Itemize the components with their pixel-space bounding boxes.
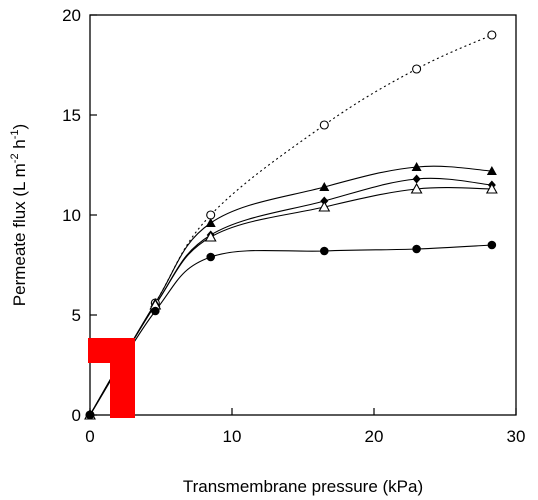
series-line-5 <box>89 244 492 416</box>
y-tick-label: 10 <box>62 206 81 225</box>
series-5-point <box>320 246 329 256</box>
y-axis-title: Permeate flux (L m-2 h-1) <box>9 124 29 306</box>
series-1-point <box>319 120 329 130</box>
series-1-point <box>412 64 422 74</box>
x-tick-label: 20 <box>365 427 384 446</box>
series-1-point <box>206 210 216 220</box>
series-5-point <box>151 306 160 316</box>
series-lines <box>89 34 493 416</box>
series-4-point <box>318 200 331 212</box>
x-axis-title: Transmembrane pressure (kPa) <box>183 477 423 496</box>
series-5-point <box>206 252 215 262</box>
series-4-point <box>485 182 498 194</box>
plot-area-frame <box>89 14 517 416</box>
series-2-point <box>486 166 497 175</box>
y-tick-label: 15 <box>62 106 81 125</box>
series-3-point <box>412 174 421 184</box>
y-tick-label: 5 <box>72 306 81 325</box>
series-1-point <box>487 30 497 40</box>
y-axis-title-superscript: -1 <box>9 129 21 139</box>
series-2-point <box>411 162 422 171</box>
y-tick-label: 20 <box>62 6 81 25</box>
y-tick-label: 0 <box>72 406 81 425</box>
y-axis-title-part: Permeate flux (L m <box>10 163 29 306</box>
axis-ticks <box>89 14 517 416</box>
series-4-point <box>204 230 217 242</box>
x-tick-label: 30 <box>507 427 526 446</box>
series-line-2 <box>89 165 492 416</box>
series-2-point <box>319 182 330 191</box>
red-overlay-shape <box>88 338 135 418</box>
axis-tick-labels: 0 10 20 30 0 5 10 15 20 <box>62 6 525 446</box>
series-4-point <box>410 182 423 194</box>
series-markers <box>84 30 498 420</box>
x-tick-label: 0 <box>85 427 94 446</box>
y-axis-title-part: h <box>10 139 29 153</box>
series-line-4 <box>89 187 492 416</box>
series-5-point <box>487 240 497 250</box>
series-2-point <box>205 218 216 227</box>
y-axis-title-superscript: -2 <box>9 153 21 163</box>
x-tick-label: 10 <box>223 427 242 446</box>
series-5-point <box>412 244 421 254</box>
series-line-1 <box>89 34 493 416</box>
y-axis-title-part: ) <box>10 124 29 130</box>
